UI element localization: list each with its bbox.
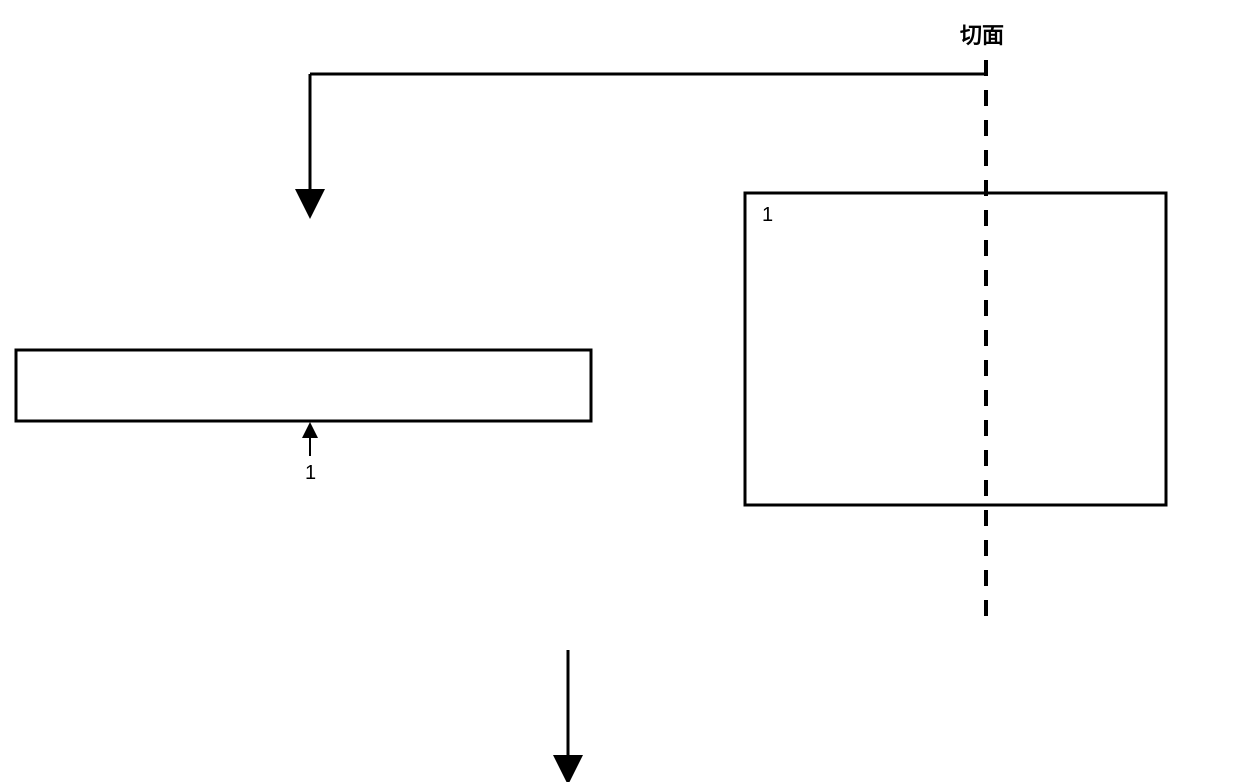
diagram-container: 切面 1 1 [0, 0, 1240, 782]
right-box-label: 1 [762, 204, 773, 227]
right-box [745, 193, 1166, 505]
wide-rectangle [16, 350, 591, 421]
diagram-svg [0, 0, 1240, 782]
wide-rect-label: 1 [305, 462, 316, 485]
section-title-label: 切面 [960, 18, 1004, 50]
